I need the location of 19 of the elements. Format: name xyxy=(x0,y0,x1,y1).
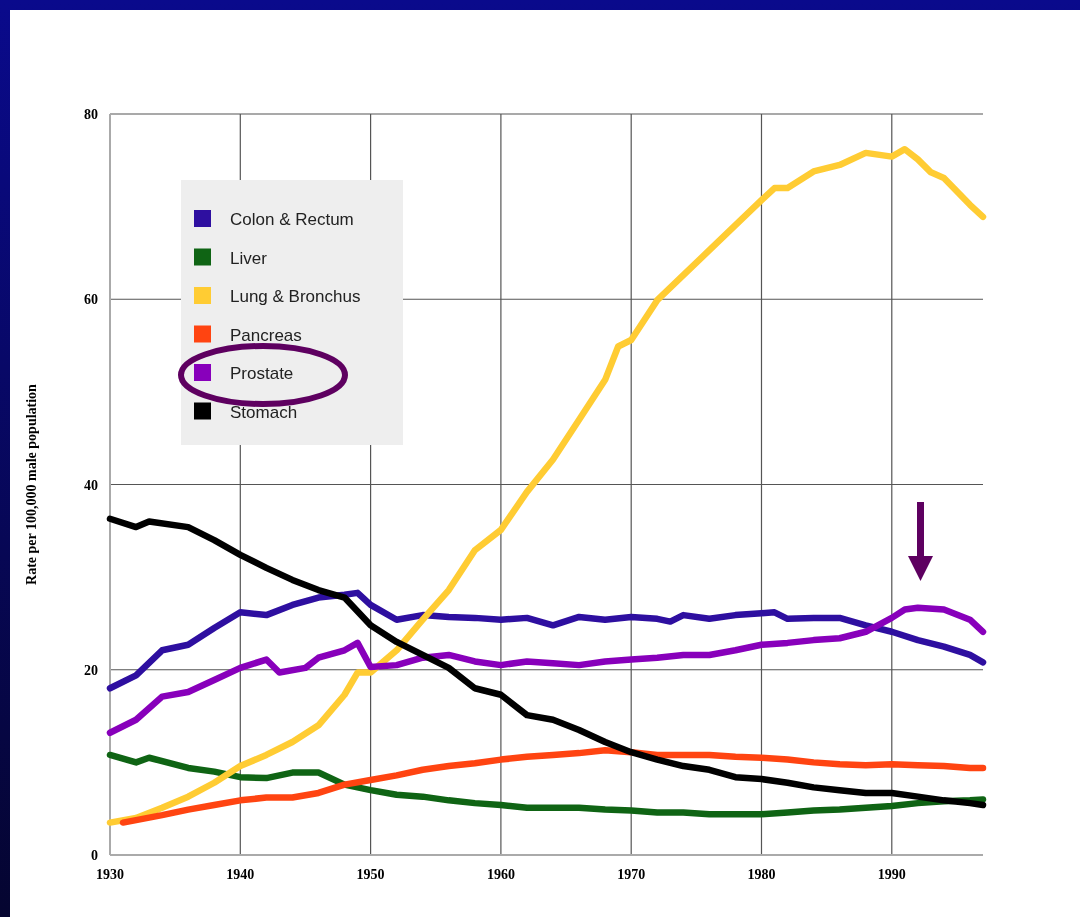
x-tick-label: 1940 xyxy=(226,867,255,882)
y-tick-label: 60 xyxy=(84,292,98,308)
x-tick-label: 1980 xyxy=(747,867,776,882)
legend-label: Lung & Bronchus xyxy=(230,287,361,306)
x-tick-label: 1990 xyxy=(877,867,906,882)
x-tick-label: 1960 xyxy=(486,867,515,882)
y-tick-label: 0 xyxy=(91,848,98,863)
y-tick-label: 40 xyxy=(84,477,98,493)
y-axis-title: Rate per 100,000 male population xyxy=(24,383,39,585)
legend-label: Colon & Rectum xyxy=(230,210,354,229)
x-tick-label: 1930 xyxy=(96,867,124,882)
legend-label: Liver xyxy=(230,248,268,268)
legend-label: Pancreas xyxy=(230,325,302,345)
x-tick-label: 1950 xyxy=(356,867,385,882)
legend-label: Stomach xyxy=(230,402,298,422)
legend-label: Prostate xyxy=(230,364,294,383)
y-tick-label: 20 xyxy=(84,662,98,678)
x-tick-label: 1970 xyxy=(617,867,646,882)
y-tick-label: 80 xyxy=(84,107,98,122)
